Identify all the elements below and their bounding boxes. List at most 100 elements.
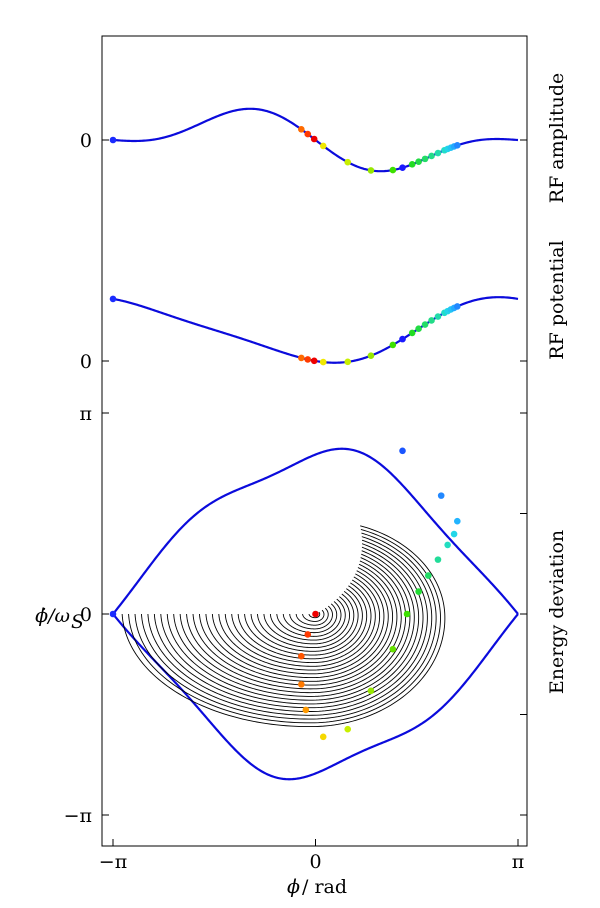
trajectory-15 bbox=[218, 576, 381, 671]
amplitude-marker-7 bbox=[389, 166, 397, 174]
trajectory-14 bbox=[224, 579, 376, 667]
trajectory-22 bbox=[173, 553, 411, 697]
potential-marker-9 bbox=[408, 329, 416, 337]
amplitude-marker-4 bbox=[319, 142, 327, 150]
potential-marker-11 bbox=[421, 321, 429, 328]
trajectory-10 bbox=[250, 591, 359, 652]
trajectory-19 bbox=[192, 563, 398, 686]
phase-marker-6 bbox=[344, 725, 352, 733]
amplitude-marker-3 bbox=[310, 135, 318, 143]
trajectory-13 bbox=[231, 582, 372, 664]
potential-marker-7 bbox=[389, 341, 397, 349]
trajectory-25 bbox=[153, 543, 424, 709]
amplitude-marker-6 bbox=[367, 167, 375, 174]
amplitude-marker-2 bbox=[304, 130, 312, 138]
trajectory-6 bbox=[276, 601, 342, 637]
markers-layer bbox=[109, 126, 461, 741]
potential-marker-0 bbox=[109, 295, 117, 303]
trajectory-17 bbox=[205, 570, 389, 679]
y-axis-title: ϕ̇/ω bbox=[35, 605, 70, 627]
trajectory-5 bbox=[282, 603, 338, 634]
trajectory-29 bbox=[128, 528, 441, 724]
amplitude-marker-9 bbox=[408, 161, 416, 168]
phase-marker-17 bbox=[399, 447, 406, 455]
phase-marker-8 bbox=[389, 645, 397, 653]
trajectory-18 bbox=[199, 567, 394, 682]
phase-y-tick-label-2: −π bbox=[64, 805, 92, 827]
trajectory-23 bbox=[166, 550, 415, 701]
x-axis-title-symbol: ϕ bbox=[287, 876, 300, 898]
phase-y-tick-label-0: π bbox=[80, 403, 93, 425]
x-axis-title-unit: / rad bbox=[302, 876, 347, 898]
phase-marker-16 bbox=[437, 492, 445, 499]
potential-marker-13 bbox=[434, 313, 442, 320]
potential-marker-10 bbox=[415, 325, 422, 333]
ticks-layer: −π 0 π 0 0 π 0 −π bbox=[64, 130, 527, 873]
trajectory-2 bbox=[302, 609, 325, 622]
potential-marker-18 bbox=[454, 303, 461, 310]
trajectory-27 bbox=[141, 536, 433, 716]
potential-marker-2 bbox=[304, 356, 312, 363]
amplitude-marker-0 bbox=[109, 136, 117, 144]
trajectories-layer bbox=[121, 525, 446, 728]
amplitude-marker-18 bbox=[454, 142, 461, 149]
trajectory-30 bbox=[121, 525, 446, 728]
phase-marker-9 bbox=[403, 610, 411, 618]
potential-marker-4 bbox=[319, 358, 327, 366]
potential-marker-12 bbox=[428, 317, 435, 324]
trajectory-8 bbox=[263, 596, 350, 645]
x-tick-label-2: π bbox=[512, 851, 525, 873]
trajectory-21 bbox=[179, 557, 407, 694]
trajectory-4 bbox=[289, 605, 333, 630]
x-tick-label-1: 0 bbox=[309, 851, 321, 873]
amp-y-tick-label-0: 0 bbox=[80, 130, 92, 152]
amplitude-marker-1 bbox=[298, 126, 305, 133]
plot-frame bbox=[101, 35, 528, 847]
side-label-rf-amplitude: RF amplitude bbox=[546, 73, 568, 203]
phase-marker-11 bbox=[425, 572, 432, 579]
amplitude-marker-13 bbox=[434, 149, 442, 157]
trajectory-7 bbox=[269, 598, 346, 641]
potential-marker-5 bbox=[344, 358, 352, 366]
trajectory-16 bbox=[211, 573, 385, 675]
phase-marker-2 bbox=[298, 652, 305, 660]
trajectory-26 bbox=[147, 539, 428, 712]
trajectory-11 bbox=[244, 588, 363, 656]
y-axis-title-subscript: S bbox=[71, 611, 84, 633]
trajectory-3 bbox=[295, 607, 329, 626]
potential-marker-3 bbox=[310, 357, 318, 365]
potential-marker-1 bbox=[298, 354, 305, 362]
phase-marker-13 bbox=[444, 541, 451, 549]
amplitude-marker-12 bbox=[428, 152, 435, 160]
potential-marker-6 bbox=[367, 352, 375, 359]
separatrix-upper bbox=[112, 447, 519, 615]
amplitude-marker-10 bbox=[415, 158, 422, 166]
trajectory-12 bbox=[237, 585, 368, 660]
phase-marker-0 bbox=[312, 610, 319, 618]
trajectory-1 bbox=[308, 611, 321, 619]
trajectory-9 bbox=[257, 593, 355, 649]
phase-marker-4 bbox=[302, 706, 310, 714]
phase-marker-3 bbox=[298, 681, 305, 688]
side-label-energy-deviation: Energy deviation bbox=[546, 530, 568, 694]
phase-marker-14 bbox=[450, 530, 458, 538]
phase-marker-7 bbox=[367, 687, 375, 695]
phase-marker-18 bbox=[109, 610, 117, 618]
trajectory-20 bbox=[186, 560, 402, 690]
amplitude-marker-5 bbox=[344, 158, 352, 166]
trajectory-28 bbox=[134, 532, 437, 720]
phase-marker-5 bbox=[319, 733, 327, 741]
x-tick-label-0: −π bbox=[99, 851, 127, 873]
phase-y-tick-label-1: 0 bbox=[80, 604, 92, 626]
potential-marker-8 bbox=[399, 335, 406, 343]
phase-marker-15 bbox=[454, 517, 461, 525]
separatrix-lower bbox=[112, 613, 519, 781]
side-label-rf-potential: RF potential bbox=[546, 240, 568, 359]
amplitude-marker-8 bbox=[399, 164, 406, 172]
amplitude-marker-11 bbox=[421, 155, 429, 163]
phase-marker-10 bbox=[415, 588, 422, 595]
phase-marker-12 bbox=[434, 556, 442, 563]
pot-y-tick-label-0: 0 bbox=[80, 351, 92, 373]
phase-marker-1 bbox=[304, 631, 312, 638]
